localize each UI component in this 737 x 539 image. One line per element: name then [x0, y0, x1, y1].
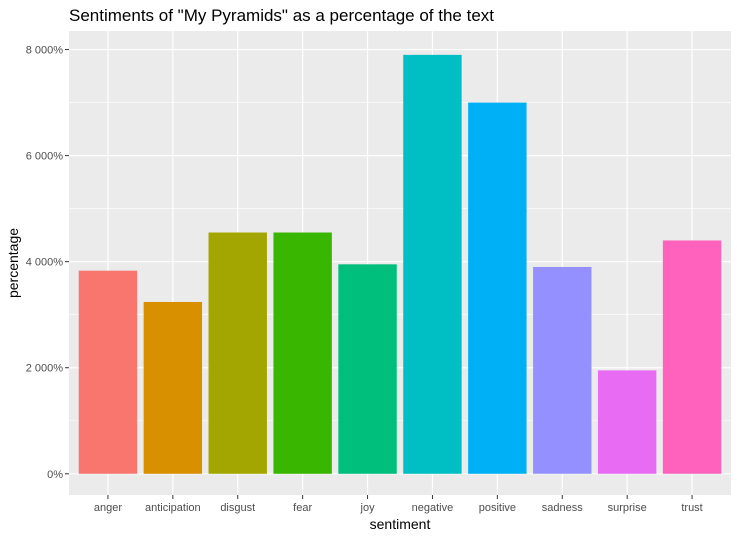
bar-disgust [208, 232, 267, 474]
x-tick-label: anticipation [145, 502, 201, 514]
bar-positive [468, 102, 527, 474]
x-tick-label: joy [360, 502, 376, 514]
x-tick-label: trust [681, 502, 702, 514]
y-tick-label: 8 000% [26, 45, 64, 57]
bar-sadness [533, 266, 592, 474]
bars [78, 54, 722, 474]
y-axis-title: percentage [5, 228, 21, 298]
x-tick-label: negative [412, 502, 454, 514]
y-tick-label: 2 000% [26, 363, 64, 375]
x-tick-label: positive [479, 502, 516, 514]
bar-fear [273, 232, 332, 474]
x-axis-ticks: anger anticipation disgust fear joy negative p… [94, 495, 703, 514]
bar-joy [338, 264, 397, 474]
x-tick-label: fear [293, 502, 312, 514]
y-tick-label: 4 000% [26, 257, 64, 269]
y-tick-label: 6 000% [26, 151, 64, 163]
x-tick-label: anger [94, 502, 122, 514]
bar-anger [78, 270, 138, 474]
chart-title: Sentiments of "My Pyramids" as a percent… [69, 6, 494, 25]
y-tick-label: 0% [47, 469, 63, 481]
bar-trust [662, 240, 722, 474]
bar-negative [403, 54, 462, 474]
x-axis-title: sentiment [370, 516, 431, 532]
bar-anticipation [143, 301, 203, 474]
x-tick-label: sadness [542, 502, 583, 514]
bar-surprise [597, 370, 657, 474]
x-tick-label: surprise [608, 502, 647, 514]
x-tick-label: disgust [220, 502, 255, 514]
y-axis-ticks: 0% 2 000% 4 000% 6 000% 8 000% [26, 45, 69, 481]
